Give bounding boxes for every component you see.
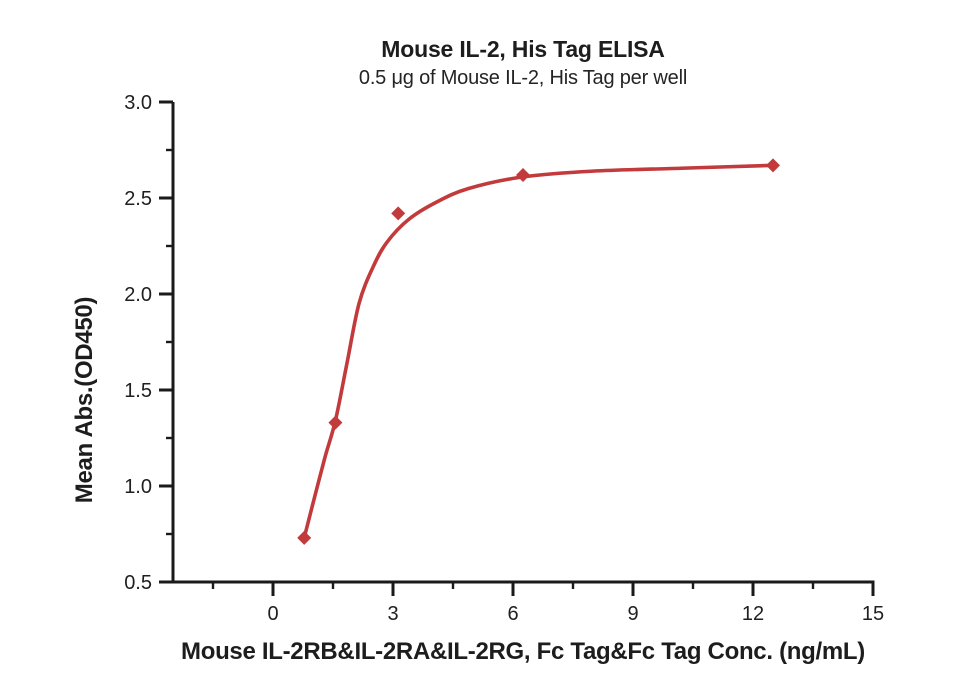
y-tick-label: 3.0	[124, 92, 152, 114]
y-tick-label: 1.5	[124, 380, 152, 402]
fit-curve	[302, 163, 775, 540]
x-tick-label: 15	[862, 603, 884, 625]
y-tick-label: 1.0	[124, 476, 152, 498]
x-axis-label: Mouse IL-2RB&IL-2RA&IL-2RG, Fc Tag&Fc Ta…	[181, 638, 865, 665]
data-point-diamond	[328, 415, 343, 430]
x-tick-label: 9	[627, 603, 638, 625]
data-point-diamond	[391, 206, 406, 221]
x-tick-label: 6	[507, 603, 518, 625]
chart-title: Mouse IL-2, His Tag ELISA	[381, 36, 665, 62]
data-point-diamond	[766, 158, 780, 173]
data-point-diamond	[516, 167, 530, 182]
x-tick-label: 0	[267, 603, 278, 625]
y-tick-label: 2.0	[124, 284, 152, 306]
chart-subtitle: 0.5 μg of Mouse IL-2, His Tag per well	[358, 67, 688, 89]
data-point-diamond	[297, 530, 312, 545]
x-tick-label: 3	[387, 603, 398, 625]
x-tick-label: 12	[742, 603, 764, 625]
y-tick-label: 0.5	[124, 572, 152, 594]
y-tick-label: 2.5	[124, 188, 152, 210]
